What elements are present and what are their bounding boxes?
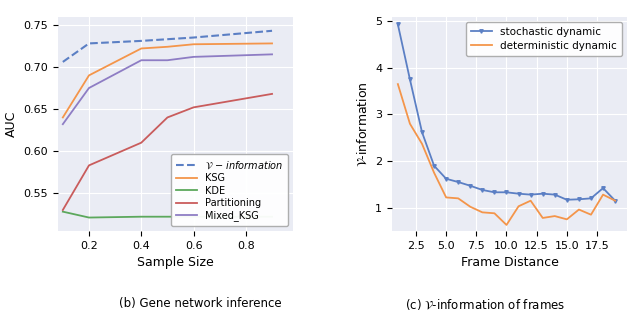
stochastic dynamic: [442, 177, 450, 181]
$\mathcal{V}$ $-$ $information$: [268, 29, 276, 33]
Mixed_KSG: [189, 55, 197, 59]
stochastic dynamic: [611, 199, 619, 203]
Line: KDE: KDE: [63, 212, 272, 217]
stochastic dynamic: [394, 22, 402, 26]
Mixed_KSG: [85, 86, 93, 90]
$\mathcal{V}$ $-$ $information$: [138, 39, 145, 43]
deterministic dynamic: [394, 82, 402, 86]
stochastic dynamic: [563, 198, 571, 202]
Legend: stochastic dynamic, deterministic dynamic: stochastic dynamic, deterministic dynami…: [466, 22, 622, 56]
Line: Partitioning: Partitioning: [63, 94, 272, 210]
Text: (b) Gene network inference: (b) Gene network inference: [118, 297, 282, 310]
$\mathcal{V}$ $-$ $information$: [189, 36, 197, 40]
Partitioning: [59, 208, 67, 212]
X-axis label: Frame Distance: Frame Distance: [461, 256, 559, 269]
stochastic dynamic: [587, 196, 595, 200]
stochastic dynamic: [418, 130, 426, 134]
Partitioning: [164, 115, 172, 119]
KDE: [59, 210, 67, 214]
$\mathcal{V}$ $-$ $information$: [164, 37, 172, 41]
KDE: [268, 215, 276, 219]
Mixed_KSG: [268, 52, 276, 56]
stochastic dynamic: [515, 192, 522, 196]
KDE: [189, 215, 197, 219]
Partitioning: [189, 105, 197, 109]
deterministic dynamic: [563, 217, 571, 221]
deterministic dynamic: [575, 208, 583, 212]
Line: Mixed_KSG: Mixed_KSG: [63, 54, 272, 124]
stochastic dynamic: [551, 193, 559, 197]
deterministic dynamic: [454, 196, 462, 200]
stochastic dynamic: [491, 190, 499, 194]
deterministic dynamic: [491, 211, 499, 215]
deterministic dynamic: [479, 210, 486, 214]
KDE: [164, 215, 172, 219]
$\mathcal{V}$ $-$ $information$: [59, 60, 67, 64]
stochastic dynamic: [539, 192, 547, 196]
Mixed_KSG: [138, 58, 145, 62]
Text: (c) $\mathcal{V}$-information of frames: (c) $\mathcal{V}$-information of frames: [404, 297, 565, 312]
deterministic dynamic: [551, 214, 559, 218]
deterministic dynamic: [527, 199, 534, 203]
deterministic dynamic: [587, 213, 595, 217]
stochastic dynamic: [599, 186, 607, 190]
KSG: [85, 73, 93, 77]
deterministic dynamic: [467, 205, 474, 209]
stochastic dynamic: [454, 180, 462, 184]
deterministic dynamic: [418, 142, 426, 146]
deterministic dynamic: [611, 199, 619, 203]
deterministic dynamic: [502, 223, 510, 227]
KSG: [59, 115, 67, 119]
Partitioning: [138, 141, 145, 145]
stochastic dynamic: [430, 164, 438, 168]
stochastic dynamic: [467, 184, 474, 188]
Y-axis label: $\mathcal{V}$-information: $\mathcal{V}$-information: [356, 81, 369, 167]
Line: KSG: KSG: [63, 44, 272, 117]
stochastic dynamic: [479, 188, 486, 192]
Y-axis label: AUC: AUC: [4, 111, 17, 137]
KDE: [85, 215, 93, 219]
deterministic dynamic: [430, 171, 438, 175]
deterministic dynamic: [515, 204, 522, 208]
KSG: [164, 45, 172, 49]
deterministic dynamic: [442, 195, 450, 199]
Mixed_KSG: [164, 58, 172, 62]
stochastic dynamic: [527, 193, 534, 197]
KSG: [189, 42, 197, 46]
Line: $\mathcal{V}$ $-$ $information$: $\mathcal{V}$ $-$ $information$: [63, 31, 272, 62]
deterministic dynamic: [539, 216, 547, 220]
KDE: [138, 215, 145, 219]
KSG: [138, 47, 145, 50]
deterministic dynamic: [406, 122, 414, 126]
Mixed_KSG: [59, 122, 67, 126]
stochastic dynamic: [575, 197, 583, 201]
Line: deterministic dynamic: deterministic dynamic: [398, 84, 615, 225]
Legend: $\mathcal{V}$ $-$ $information$, KSG, KDE, Partitioning, Mixed_KSG: $\mathcal{V}$ $-$ $information$, KSG, KD…: [171, 154, 288, 226]
Line: stochastic dynamic: stochastic dynamic: [396, 23, 617, 202]
X-axis label: Sample Size: Sample Size: [137, 256, 214, 269]
$\mathcal{V}$ $-$ $information$: [85, 42, 93, 46]
Partitioning: [268, 92, 276, 96]
stochastic dynamic: [406, 78, 414, 82]
Partitioning: [85, 163, 93, 167]
deterministic dynamic: [599, 193, 607, 197]
stochastic dynamic: [502, 190, 510, 194]
KSG: [268, 42, 276, 46]
